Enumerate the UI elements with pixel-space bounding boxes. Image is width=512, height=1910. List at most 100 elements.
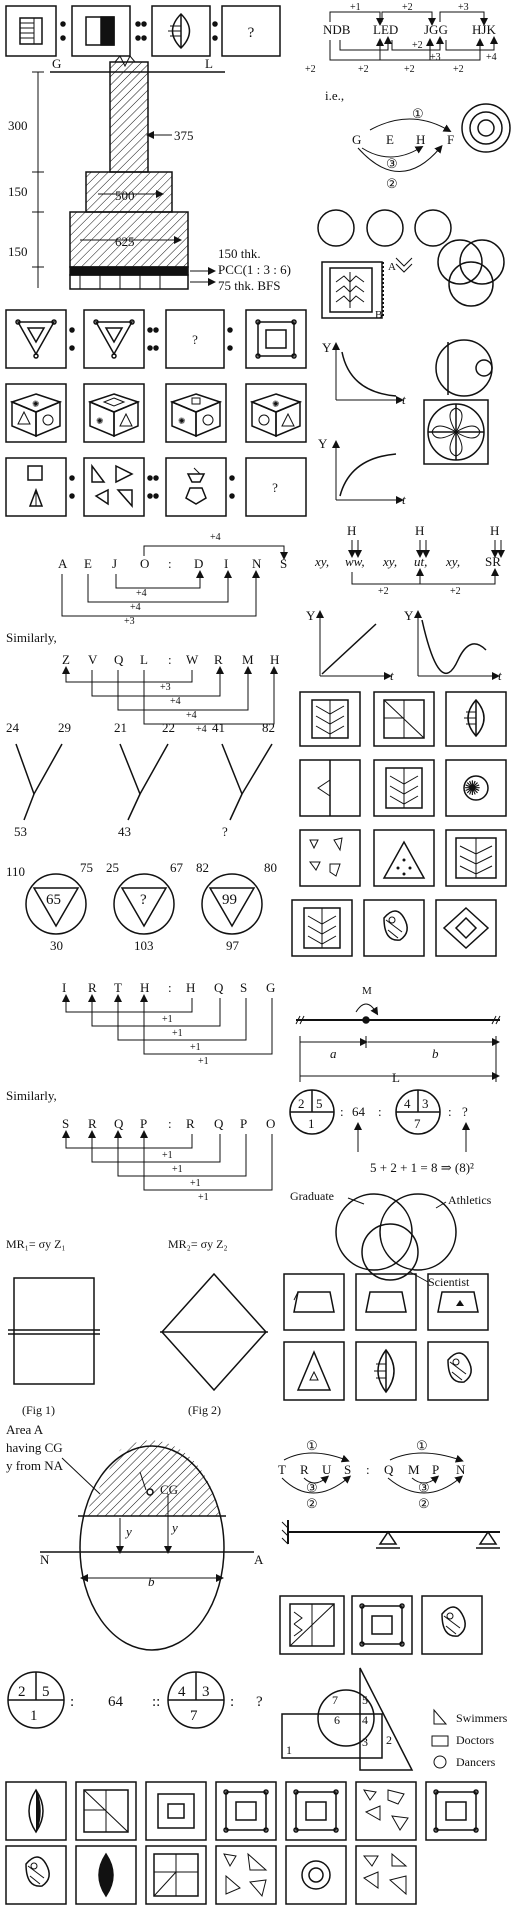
region-number: 3 (362, 1735, 368, 1749)
letter-h: H (347, 523, 356, 538)
letter: S (280, 556, 287, 571)
number: 22 (162, 720, 175, 735)
axis-y-label: Y (318, 436, 328, 451)
axis-y-label: Y (306, 608, 316, 623)
number: 2 (298, 1096, 305, 1111)
circle-number: ③ (306, 1480, 318, 1495)
number: 21 (114, 720, 127, 735)
number: 5 (316, 1096, 323, 1111)
cube-figure-row: ✺ ✺ ✺ ✺ (5, 383, 307, 443)
label-y-bar: y (170, 1520, 178, 1535)
number: 82 (196, 860, 209, 875)
letter: P (140, 1116, 147, 1131)
diff-label: +2 (450, 586, 461, 597)
number: 7 (190, 1708, 198, 1724)
number: 65 (46, 892, 61, 908)
term: xy, (445, 554, 460, 569)
diff-label: +2 (404, 64, 415, 75)
letter: H (270, 652, 279, 667)
label-graduate: Graduate (290, 1189, 334, 1203)
letter: V (88, 652, 98, 667)
pie-number-puzzle-1: 2 5 1 : 64 : 4 3 7 : ? 5 + 2 + 1 = 8 ⇒ (… (289, 1089, 474, 1175)
number: 97 (226, 938, 240, 953)
number: 4 (404, 1096, 411, 1111)
circle-number: ③ (386, 156, 398, 171)
letter: H (140, 980, 149, 995)
letter: : (366, 1462, 370, 1477)
label-pcc: PCC(1 : 3 : 6) (218, 262, 291, 277)
svg-text:✺: ✺ (178, 416, 186, 426)
formula-mr2: MR₂= σy Z₂ (168, 1237, 228, 1251)
diff-label: +1 (198, 1056, 209, 1067)
label-a: A (254, 1552, 264, 1567)
equation: 5 + 2 + 1 = 8 ⇒ (8)² (370, 1160, 474, 1175)
diff-label: +4 (186, 710, 197, 721)
number: 30 (50, 938, 63, 953)
label-y-from-na: y from NA (6, 1458, 64, 1473)
letter: A (58, 556, 68, 571)
label-a: A (388, 261, 396, 273)
diff-label: +1 (172, 1028, 183, 1039)
label-bfs: 75 thk. BFS (218, 278, 281, 293)
letter: T (114, 980, 122, 995)
letter: F (447, 132, 454, 147)
region-number: 5 (362, 1693, 368, 1707)
venn-diagram-2: 7 5 6 4 3 2 1 Swimmers Doctors Dancers (281, 1667, 508, 1771)
label-area-a: Area A (6, 1422, 44, 1437)
letter: J (112, 556, 117, 571)
ie-relation-diagram: i.e., G E H F ① ③ ② (325, 88, 511, 191)
growth-graph: Y t (318, 436, 406, 507)
xy-series: xy, ww, xy, ut, xy, SR H H H +2 +2 (314, 523, 505, 597)
code-word: LED (373, 22, 398, 37)
letter: E (84, 556, 92, 571)
letter: I (62, 980, 66, 995)
code-word: HJK (472, 22, 496, 37)
term: xy, (382, 554, 397, 569)
number: 103 (134, 938, 154, 953)
letter: H (186, 980, 195, 995)
ie-label: i.e., (325, 88, 344, 103)
colon: : (448, 1104, 452, 1119)
number: ? (222, 824, 228, 839)
svg-text::: : (230, 1694, 234, 1710)
letter: N (252, 556, 262, 571)
circle-number: ① (416, 1438, 428, 1453)
number: 41 (212, 720, 225, 735)
diff-label: +4 (196, 724, 207, 735)
letter: M (408, 1462, 420, 1477)
two-circles (435, 339, 493, 397)
letter: Q (114, 652, 124, 667)
label-a: a (330, 1046, 337, 1061)
term: ww, (345, 554, 365, 569)
figure-grid-right: ✺ (291, 691, 507, 957)
letter-h: H (490, 523, 499, 538)
circles-row (317, 209, 452, 247)
letter-series-2-arrows (62, 666, 278, 725)
number: 64 (108, 1694, 124, 1710)
label-y: y (124, 1524, 132, 1539)
circle-number: ② (306, 1496, 318, 1511)
letter: P (240, 1116, 247, 1131)
question-mark: ? (248, 25, 255, 41)
diff-label: +3 (458, 2, 469, 13)
fig-1-caption: (Fig 1) (22, 1403, 55, 1417)
diff-label: +2 (378, 586, 389, 597)
diff-label: +4 (136, 588, 147, 599)
legend-swimmers: Swimmers (456, 1711, 508, 1725)
diff-label: +4 (170, 696, 181, 707)
letter: W (186, 652, 199, 667)
circle-number: ③ (418, 1480, 430, 1495)
beam-diagram-supports (281, 1520, 500, 1549)
svg-text:✺: ✺ (32, 399, 40, 409)
axis-y-label: Y (404, 608, 414, 623)
diff-label: +1 (190, 1178, 201, 1189)
svg-text::: : (70, 1694, 74, 1710)
term: xy, (314, 554, 329, 569)
term: ut, (414, 554, 427, 569)
label-athletics: Athletics (448, 1193, 492, 1207)
figure-sequence-shapes: ? (5, 457, 307, 517)
number: 3 (422, 1096, 429, 1111)
letter: : (168, 556, 172, 571)
number: 1 (308, 1116, 315, 1131)
letter-series-3: I R T H : H Q S G +1 +1 +1 +1 (62, 980, 275, 1067)
